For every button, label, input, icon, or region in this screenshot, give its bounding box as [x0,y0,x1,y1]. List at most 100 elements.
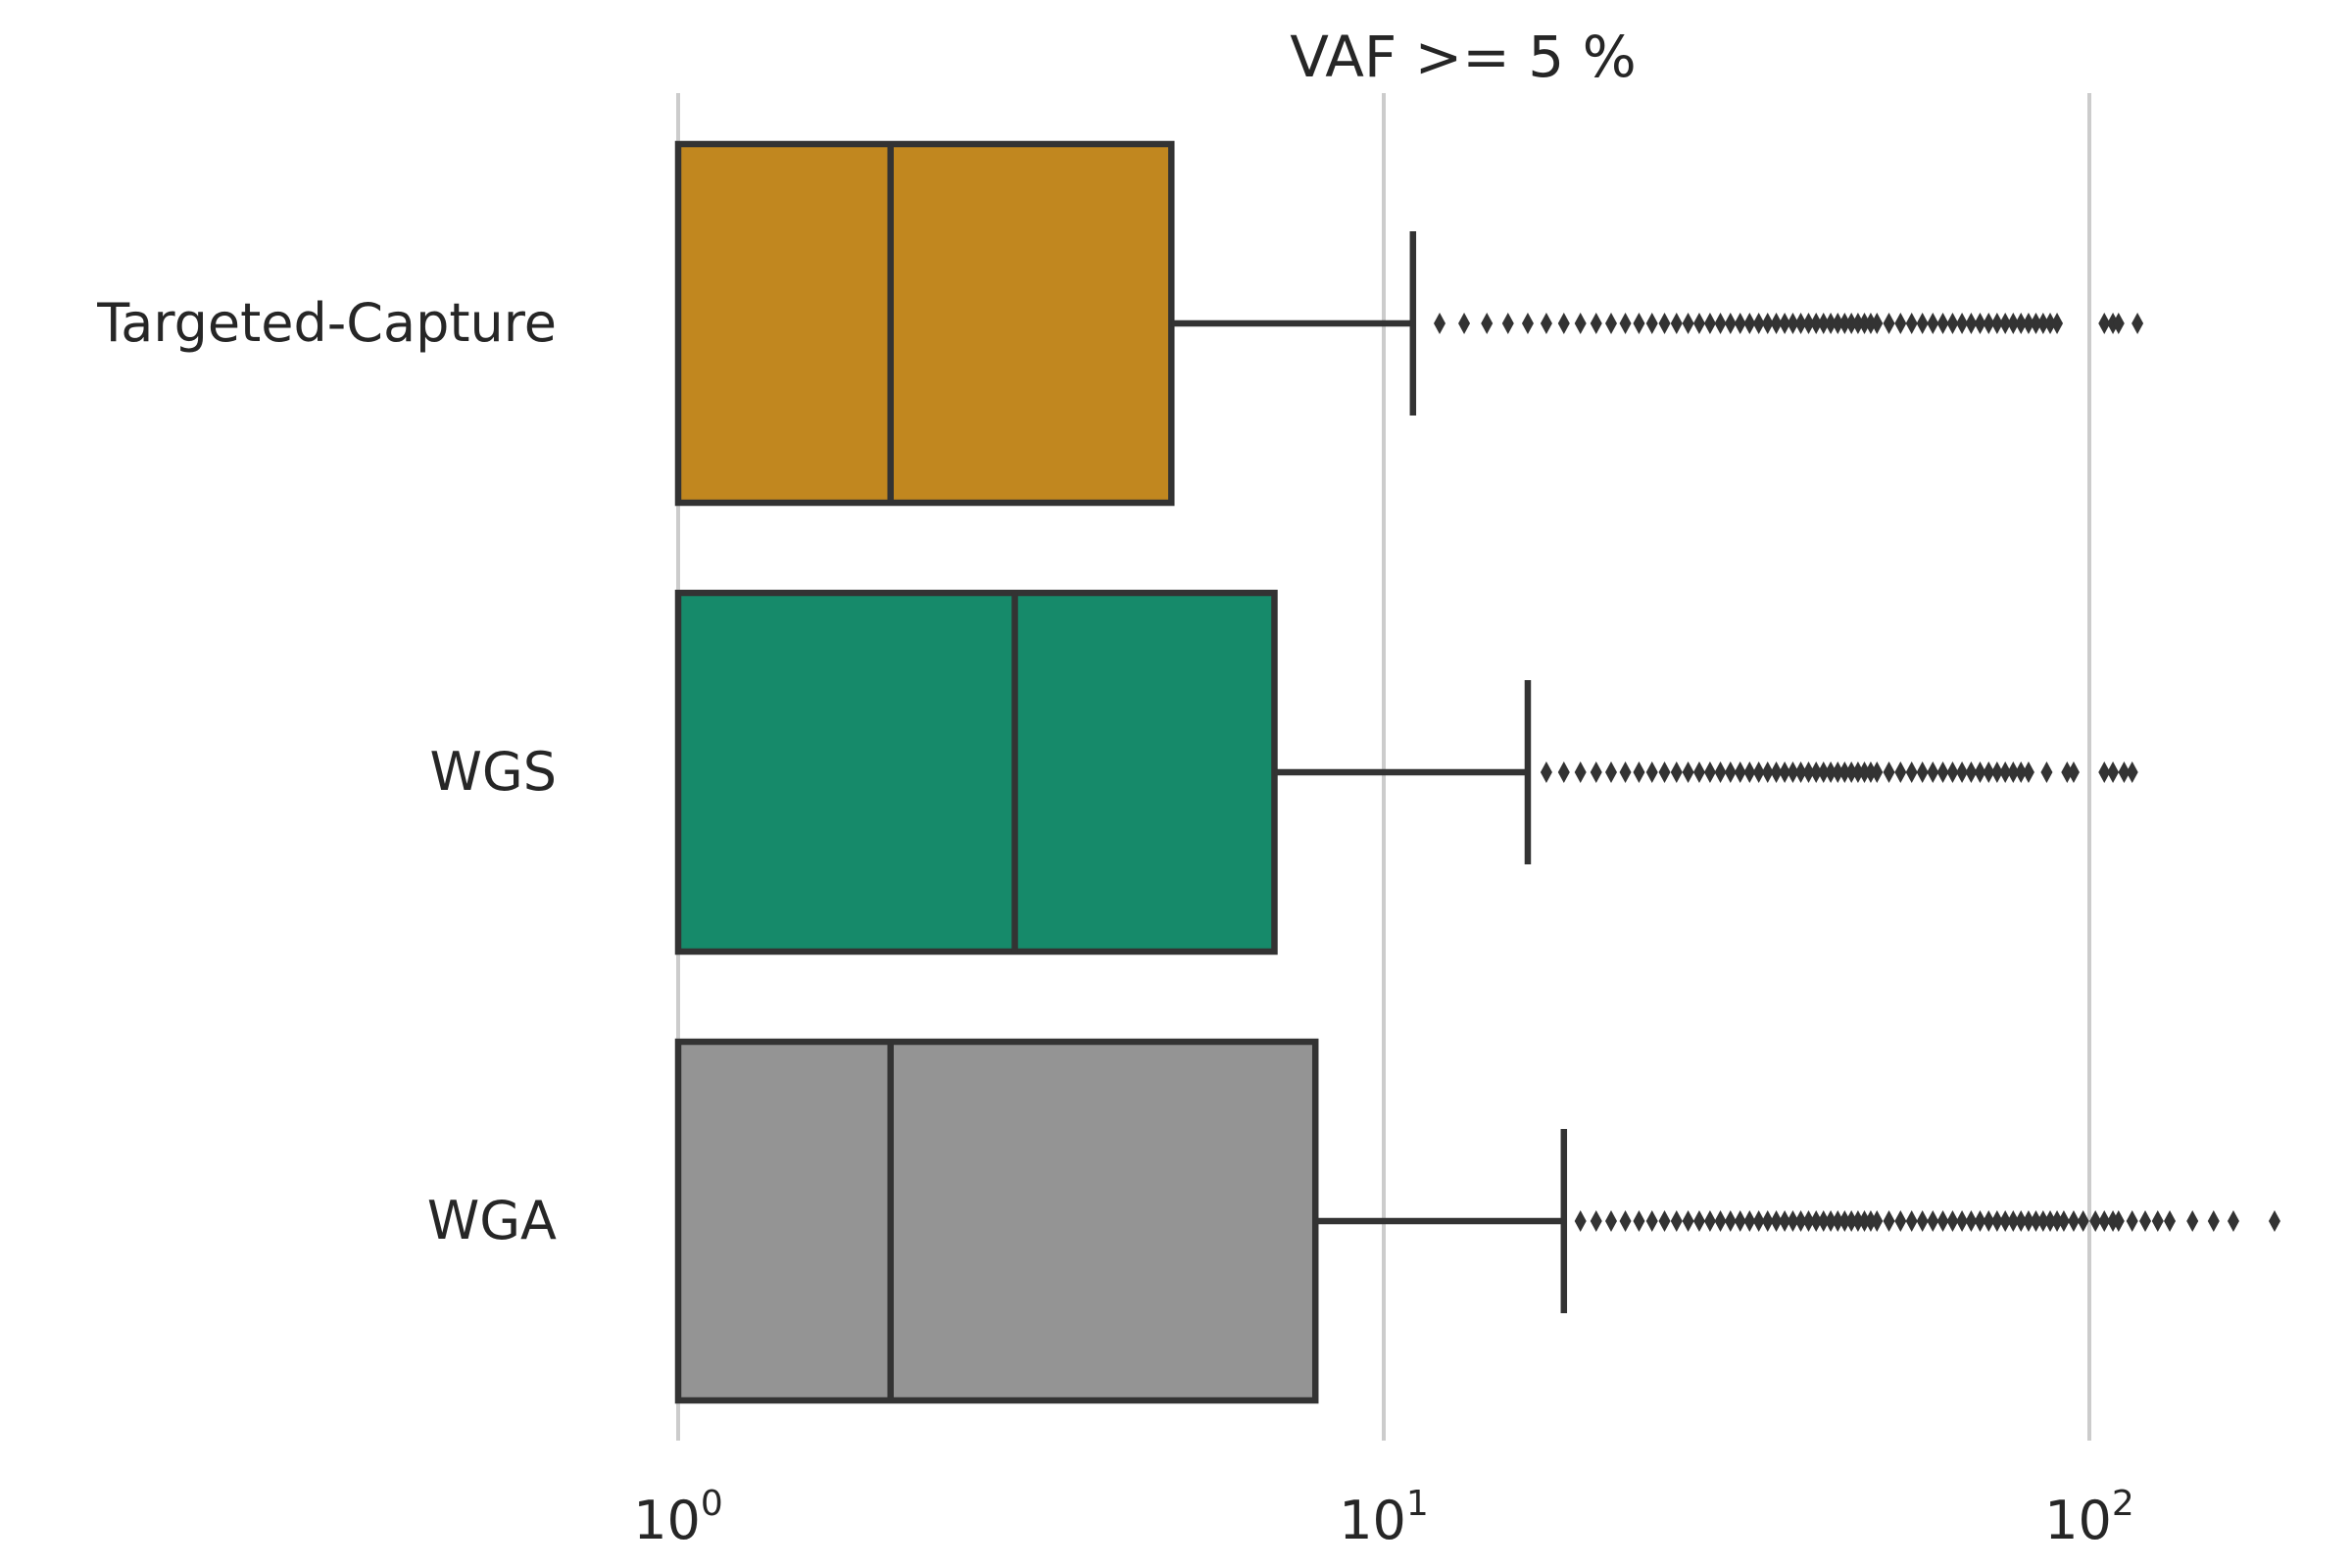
outlier-point-1-43 [1974,761,1986,783]
outlier-point-0-50 [1990,313,2003,334]
outlier-point-0-8 [1590,313,1602,334]
outlier-point-1-34 [1883,761,1895,783]
outlier-point-1-24 [1810,761,1823,783]
outlier-point-2-25 [1832,1210,1844,1232]
x-tick-base-1: 10 [1339,1490,1406,1551]
box-0 [674,140,1175,507]
outlier-point-1-44 [1983,761,1995,783]
outlier-point-2-63 [2186,1210,2199,1232]
boxes [674,140,2280,1404]
outlier-point-2-54 [2077,1210,2089,1232]
outlier-point-2-26 [1838,1210,1851,1232]
outlier-point-1-56 [2126,761,2138,783]
outlier-point-0-23 [1761,313,1774,334]
x-tick-exponent-2: 2 [2112,1484,2134,1524]
outlier-point-0-17 [1703,313,1716,334]
outlier-point-2-33 [1894,1210,1907,1232]
outlier-point-0-4 [1521,313,1534,334]
outlier-point-2-43 [1990,1210,2003,1232]
outlier-point-2-5 [1645,1210,1658,1232]
outlier-point-2-60 [2139,1210,2152,1232]
outlier-point-0-41 [1905,313,1918,334]
outlier-point-1-41 [1956,761,1969,783]
outlier-point-2-37 [1936,1210,1949,1232]
outlier-point-1-30 [1851,761,1864,783]
outlier-point-1-52 [2067,761,2080,783]
outlier-point-2-44 [1999,1210,2012,1232]
outlier-point-2-29 [1858,1210,1871,1232]
outlier-point-0-0 [1434,313,1446,334]
outlier-point-0-54 [2022,313,2034,334]
outlier-point-1-42 [1965,761,1978,783]
outlier-point-2-40 [1965,1210,1978,1232]
outlier-point-2-3 [1619,1210,1632,1232]
outlier-point-2-30 [1864,1210,1877,1232]
category-labels: Targeted-Capture WGS WGA [96,292,557,1251]
outlier-point-2-31 [1871,1210,1884,1232]
outlier-point-0-46 [1956,313,1969,334]
outlier-point-1-36 [1905,761,1918,783]
outlier-point-1-1 [1557,761,1570,783]
outlier-point-2-50 [2044,1210,2057,1232]
outlier-point-0-14 [1670,313,1683,334]
x-tick-base-0: 10 [633,1490,701,1551]
outlier-point-0-52 [2007,313,2020,334]
category-label-1: WGS [429,741,557,803]
outlier-point-1-49 [2022,761,2034,783]
category-label-0: Targeted-Capture [96,292,557,354]
outlier-point-0-19 [1724,313,1737,334]
outlier-point-0-3 [1501,313,1514,334]
outlier-point-2-4 [1633,1210,1645,1232]
category-label-2: WGA [427,1190,557,1251]
outlier-point-0-51 [1999,313,2012,334]
outlier-point-2-18 [1779,1210,1791,1232]
box-2 [674,1038,1319,1404]
outlier-point-1-31 [1858,761,1871,783]
outlier-point-1-26 [1825,761,1838,783]
outlier-point-0-2 [1481,313,1494,334]
box-group-wgs [674,589,2138,956]
outlier-point-2-28 [1851,1210,1864,1232]
outlier-point-0-43 [1927,313,1939,334]
outlier-point-1-20 [1779,761,1791,783]
outlier-point-2-58 [2112,1210,2125,1232]
outlier-point-2-19 [1787,1210,1799,1232]
outlier-point-0-24 [1770,313,1783,334]
outlier-point-2-66 [2268,1210,2280,1232]
outlier-point-1-2 [1574,761,1587,783]
outlier-point-0-10 [1619,313,1632,334]
outlier-point-2-53 [2067,1210,2080,1232]
outlier-point-2-59 [2126,1210,2138,1232]
outlier-point-1-22 [1794,761,1807,783]
outlier-point-2-47 [2022,1210,2034,1232]
outlier-point-2-51 [2051,1210,2064,1232]
outlier-point-1-14 [1724,761,1737,783]
outlier-point-0-35 [1851,313,1864,334]
outlier-point-2-27 [1845,1210,1858,1232]
outlier-point-2-9 [1692,1210,1705,1232]
outlier-point-0-36 [1858,313,1871,334]
outlier-point-2-41 [1974,1210,1986,1232]
outlier-point-0-29 [1810,313,1823,334]
x-tick-exponent-1: 1 [1406,1484,1429,1524]
outlier-point-1-27 [1832,761,1844,783]
outlier-point-2-15 [1752,1210,1765,1232]
outlier-point-1-15 [1734,761,1746,783]
outlier-point-1-16 [1743,761,1756,783]
outlier-point-0-37 [1864,313,1877,334]
outlier-point-2-12 [1724,1210,1737,1232]
outlier-point-2-23 [1817,1210,1830,1232]
outlier-point-2-52 [2057,1210,2070,1232]
outlier-point-1-28 [1838,761,1851,783]
outlier-point-2-39 [1956,1210,1969,1232]
outlier-point-1-25 [1817,761,1830,783]
outlier-point-1-3 [1590,761,1602,783]
outlier-point-0-15 [1682,313,1694,334]
outlier-point-0-21 [1743,313,1756,334]
outlier-point-0-9 [1604,313,1617,334]
outlier-point-2-49 [2036,1210,2049,1232]
outlier-point-1-47 [2007,761,2020,783]
outlier-point-2-56 [2098,1210,2111,1232]
outlier-point-2-61 [2151,1210,2164,1232]
outlier-point-1-55 [2118,761,2131,783]
